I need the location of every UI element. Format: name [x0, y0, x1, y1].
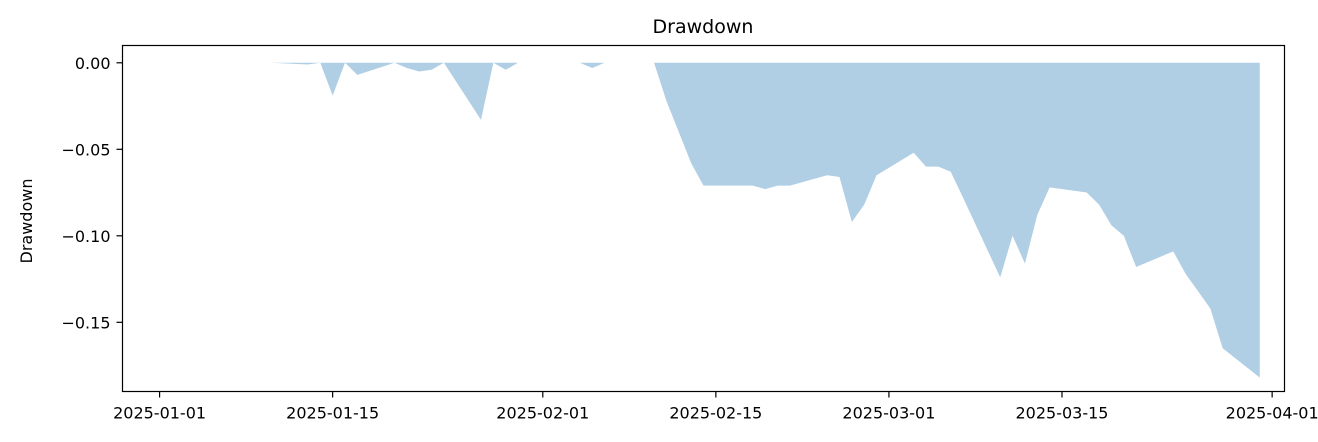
chart-title: Drawdown	[653, 16, 754, 38]
x-tick-label: 2025-01-15	[286, 404, 379, 423]
y-tick-label: −0.15	[61, 313, 110, 332]
x-tick-label: 2025-01-01	[113, 404, 206, 423]
plot-frame	[121, 44, 1286, 393]
drawdown-area-series-0	[270, 62, 1260, 378]
x-tick-label: 2025-04-01	[1226, 404, 1318, 423]
y-tick-label: −0.10	[61, 227, 110, 246]
drawdown-area-layer	[270, 62, 1260, 378]
x-tick-label: 2025-03-01	[842, 404, 935, 423]
y-tick-label: −0.05	[61, 140, 110, 159]
x-tick-label: 2025-02-15	[669, 404, 762, 423]
y-axis-label: Drawdown	[17, 179, 36, 264]
x-tick-label: 2025-03-15	[1015, 404, 1108, 423]
y-tick-label: 0.00	[75, 54, 111, 73]
y-axis-ticks: 0.00 −0.05 −0.10 −0.15	[61, 54, 123, 332]
x-axis-ticks: 2025-01-01 2025-01-15 2025-02-01 2025-02-15…	[113, 391, 1318, 423]
x-tick-label: 2025-02-01	[496, 404, 589, 423]
